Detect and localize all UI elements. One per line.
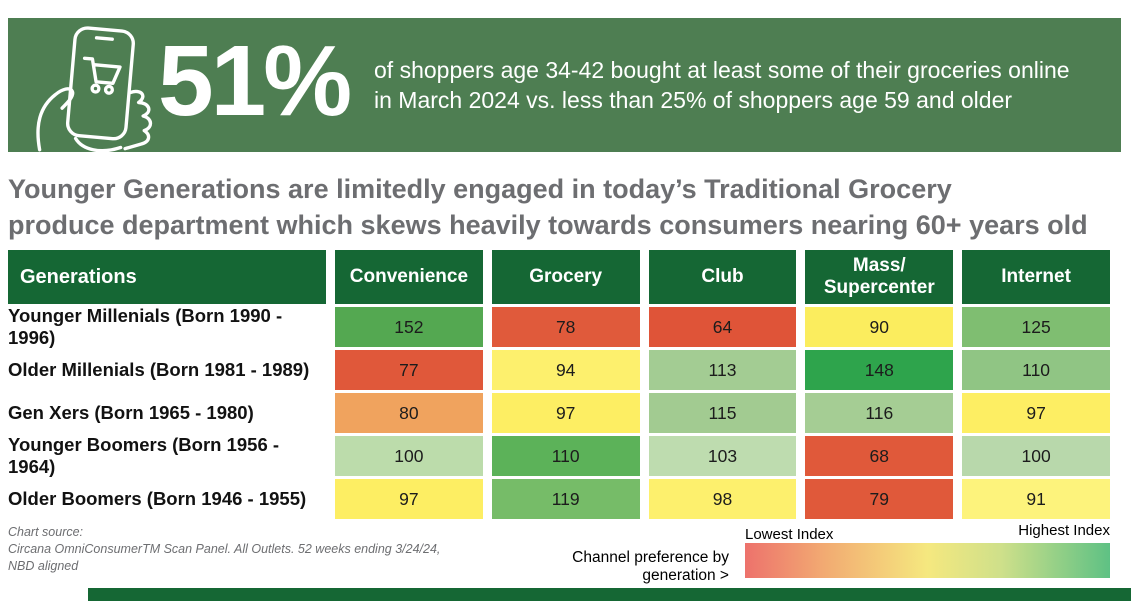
column-header-generations: Generations xyxy=(8,250,326,304)
heatmap-cell: 68 xyxy=(805,436,954,476)
column-header-mass-supercenter: Mass/ Supercenter xyxy=(805,250,954,304)
heatmap-cell: 113 xyxy=(648,350,797,390)
row-label: Older Boomers (Born 1946 - 1955) xyxy=(8,488,307,509)
heatmap-cell: 97 xyxy=(335,479,483,519)
heatmap-cell: 94 xyxy=(491,350,640,390)
column-header-internet: Internet xyxy=(962,250,1110,304)
chart-source-note: Chart source: Circana OmniConsumerTM Sca… xyxy=(8,524,440,575)
stat-description-line2: in March 2024 vs. less than 25% of shopp… xyxy=(374,87,1013,114)
column-header-grocery: Grocery xyxy=(491,250,640,304)
legend-gradient-bar xyxy=(745,543,1110,578)
bottom-accent-bar xyxy=(88,588,1131,601)
heatmap-cell: 148 xyxy=(805,350,954,390)
heatmap-cell: 115 xyxy=(648,393,797,433)
heatmap-cell: 78 xyxy=(491,307,640,347)
heatmap-cell: 152 xyxy=(335,307,483,347)
heatmap-cell: 97 xyxy=(962,393,1110,433)
heatmap-table: Generations Convenience Grocery Club Mas… xyxy=(8,250,1110,519)
heatmap-cell: 91 xyxy=(962,479,1110,519)
page-title-line1: Younger Generations are limitedly engage… xyxy=(8,174,952,204)
stat-value: 51% xyxy=(158,25,352,137)
legend-lowest-label: Lowest Index xyxy=(745,526,834,543)
row-label: Younger Boomers (Born 1956 - 1964) xyxy=(8,434,280,477)
heatmap-cell: 77 xyxy=(335,350,483,390)
chart-source-label: Chart source: xyxy=(8,525,84,539)
heatmap-cell: 125 xyxy=(962,307,1110,347)
row-label: Older Millenials (Born 1981 - 1989) xyxy=(8,359,310,380)
heatmap-cell: 80 xyxy=(335,393,483,433)
heatmap-cell: 100 xyxy=(335,436,483,476)
heatmap-cell: 116 xyxy=(805,393,954,433)
legend-highest-label: Highest Index xyxy=(1018,522,1110,539)
row-label: Gen Xers (Born 1965 - 1980) xyxy=(8,402,254,423)
heatmap-cell: 110 xyxy=(962,350,1110,390)
heatmap-cell: 110 xyxy=(491,436,640,476)
page-title: Younger Generations are limitedly engage… xyxy=(8,172,1088,244)
row-label: Younger Millenials (Born 1990 - 1996) xyxy=(8,305,283,348)
stat-banner: 51% of shoppers age 34-42 bought at leas… xyxy=(8,18,1121,153)
column-header-club: Club xyxy=(648,250,797,304)
heatmap-cell: 97 xyxy=(491,393,640,433)
chart-source-line2: NBD aligned xyxy=(8,558,79,573)
stat-description-line1: of shoppers age 34-42 bought at least so… xyxy=(374,57,1070,83)
heatmap-cell: 79 xyxy=(805,479,954,519)
heatmap-cell: 64 xyxy=(648,307,797,347)
heatmap-cell: 119 xyxy=(491,479,640,519)
phone-shopping-cart-icon xyxy=(30,26,155,157)
heatmap-cell: 103 xyxy=(648,436,797,476)
column-header-convenience: Convenience xyxy=(335,250,483,304)
chart-source-line1: Circana OmniConsumerTM Scan Panel. All O… xyxy=(8,541,441,556)
legend-caption: Channel preference by generation > xyxy=(572,549,729,584)
stat-description: of shoppers age 34-42 bought at least so… xyxy=(374,55,1070,116)
heatmap-cell: 98 xyxy=(648,479,797,519)
page-title-line2: produce department which skews heavily t… xyxy=(8,209,1088,240)
heatmap-cell: 100 xyxy=(962,436,1110,476)
heatmap-cell: 90 xyxy=(805,307,954,347)
